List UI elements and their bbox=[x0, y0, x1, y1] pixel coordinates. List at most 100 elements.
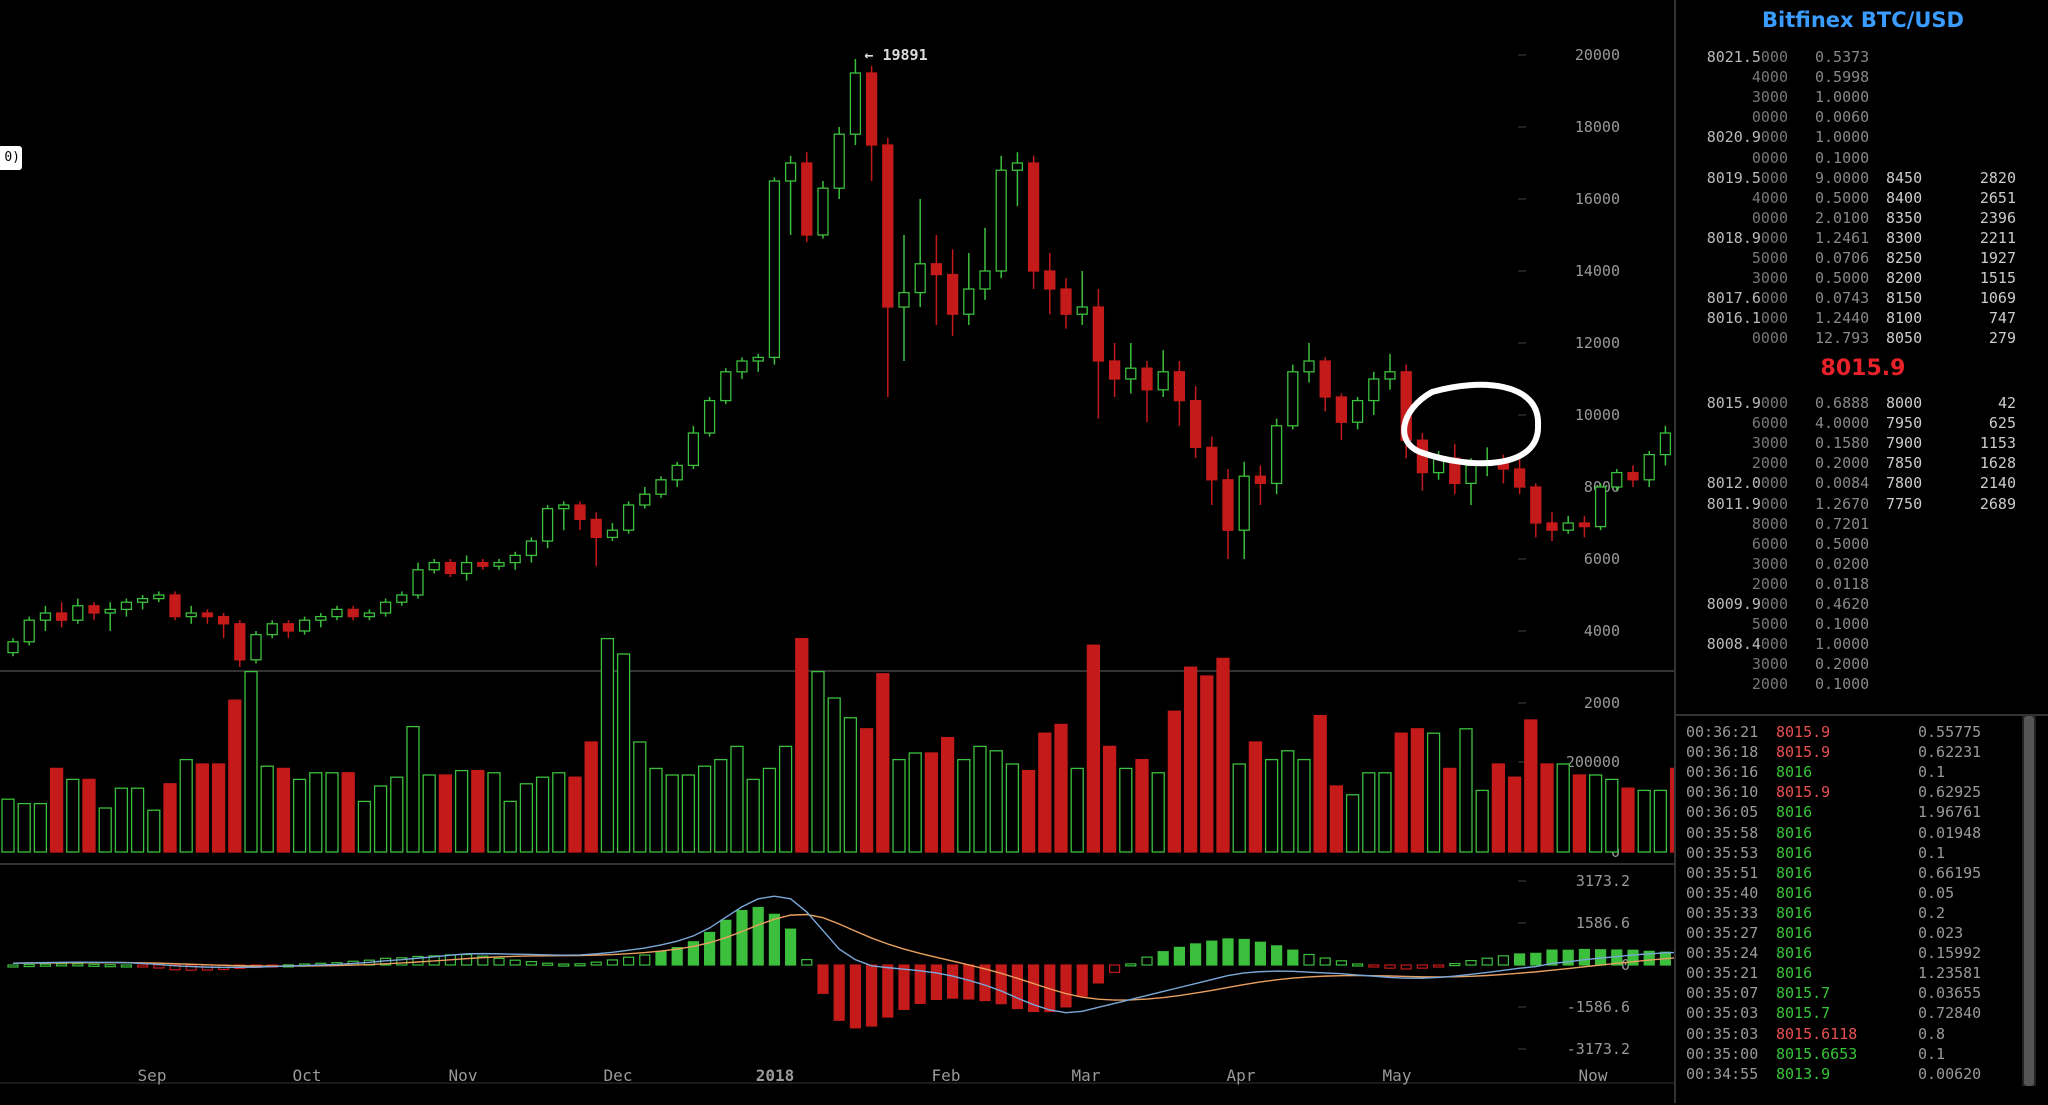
trades-scrollbar[interactable] bbox=[2022, 716, 2036, 1086]
bid-row[interactable]: 2000 0.2000 7850 1628 bbox=[1676, 453, 2048, 473]
trade-row[interactable]: 00:35:21 8016 1.23581 bbox=[1676, 963, 2036, 983]
price-suffix: 000 bbox=[1760, 309, 1788, 328]
trade-row[interactable]: 00:35:24 8016 0.15992 bbox=[1676, 943, 2036, 963]
candle-up bbox=[363, 612, 376, 618]
volume-bar-up bbox=[827, 697, 841, 853]
order-price: 3000 bbox=[1686, 433, 1788, 453]
bid-row[interactable]: 8009.9000 0.4620 bbox=[1676, 594, 2048, 614]
candle-up bbox=[963, 288, 975, 315]
ask-row[interactable]: 0000 12.793 8050 279 bbox=[1676, 328, 2048, 348]
trade-row[interactable]: 00:35:53 8016 0.1 bbox=[1676, 843, 2036, 863]
bid-row[interactable]: 3000 0.1580 7900 1153 bbox=[1676, 433, 2048, 453]
bid-row[interactable]: 3000 0.0200 bbox=[1676, 554, 2048, 574]
trade-row[interactable]: 00:35:03 8015.7 0.72840 bbox=[1676, 1003, 2036, 1023]
ask-row[interactable]: 8021.5000 0.5373 bbox=[1676, 47, 2048, 67]
ask-row[interactable]: 8020.9000 1.0000 bbox=[1676, 127, 2048, 147]
ask-row[interactable]: 3000 0.5000 8200 1515 bbox=[1676, 268, 2048, 288]
trade-row[interactable]: 00:36:16 8016 0.1 bbox=[1676, 762, 2036, 782]
trade-row[interactable]: 00:35:51 8016 0.66195 bbox=[1676, 863, 2036, 883]
trade-history[interactable]: 00:36:21 8015.9 0.55775 00:36:18 8015.9 0.622… bbox=[1676, 714, 2048, 1105]
macd-hist-up bbox=[1627, 949, 1639, 966]
macd-hist-up bbox=[752, 906, 764, 966]
volume-bar-up bbox=[114, 787, 129, 853]
macd-hist-up bbox=[1546, 949, 1558, 966]
candle-up bbox=[1076, 306, 1088, 315]
trade-time: 00:34:55 bbox=[1686, 1064, 1759, 1083]
bid-row[interactable]: 2000 0.0118 bbox=[1676, 574, 2048, 594]
order-amount: 12.793 bbox=[1815, 329, 1870, 348]
ask-row[interactable]: 0000 2.0100 8350 2396 bbox=[1676, 208, 2048, 228]
candle-up bbox=[298, 619, 311, 632]
volume-bar-down bbox=[438, 774, 453, 853]
ask-row[interactable]: 3000 1.0000 bbox=[1676, 87, 2048, 107]
trade-row[interactable]: 00:35:33 8016 0.2 bbox=[1676, 903, 2036, 923]
macd-tick-label: -1586.6 bbox=[1567, 998, 1630, 1016]
scrollbar-thumb[interactable] bbox=[2024, 716, 2034, 1086]
candle-down bbox=[1189, 399, 1202, 449]
ask-row[interactable]: 0000 0.0060 bbox=[1676, 107, 2048, 127]
trade-row[interactable]: 00:35:27 8016 0.023 bbox=[1676, 923, 2036, 943]
bid-row[interactable]: 5000 0.1000 bbox=[1676, 614, 2048, 634]
ask-row[interactable]: 8016.1000 1.2440 8100 747 bbox=[1676, 308, 2048, 328]
volume-bar-up bbox=[714, 758, 728, 853]
order-amount: 0.5000 bbox=[1815, 188, 1870, 207]
trade-price: 8016 bbox=[1776, 803, 1813, 822]
ask-row[interactable]: 0000 0.1000 bbox=[1676, 148, 2048, 168]
bid-row[interactable]: 8000 0.7201 bbox=[1676, 514, 2048, 534]
trade-row[interactable]: 00:36:10 8015.9 0.62925 bbox=[1676, 782, 2036, 802]
chart-area[interactable]: 2000018000160001400012000100008000600040… bbox=[0, 0, 1674, 1103]
depth-total: 2396 bbox=[1979, 208, 2016, 227]
trade-row[interactable]: 00:35:58 8016 0.01948 bbox=[1676, 823, 2036, 843]
macd-hist-up bbox=[104, 964, 116, 968]
bid-row[interactable]: 6000 0.5000 bbox=[1676, 534, 2048, 554]
trade-price: 8016 bbox=[1776, 763, 1813, 782]
order-price: 8020.9000 bbox=[1686, 127, 1788, 147]
order-amount: 2.0100 bbox=[1815, 208, 1870, 227]
ask-row[interactable]: 8017.6000 0.0743 8150 1069 bbox=[1676, 288, 2048, 308]
candle-up bbox=[331, 608, 343, 618]
bid-row[interactable]: 2000 0.1000 bbox=[1676, 674, 2048, 694]
ask-row[interactable]: 4000 0.5998 bbox=[1676, 67, 2048, 87]
trade-time: 00:36:05 bbox=[1686, 803, 1759, 822]
order-amount: 9.0000 bbox=[1815, 168, 1870, 187]
trade-time: 00:35:24 bbox=[1686, 944, 1759, 963]
volume-bar-up bbox=[697, 765, 712, 853]
trade-row[interactable]: 00:34:55 8013.9 0.00620 bbox=[1676, 1064, 2036, 1084]
macd-hist-down bbox=[1027, 964, 1040, 1013]
trade-time: 00:35:51 bbox=[1686, 863, 1759, 882]
trade-row[interactable]: 00:36:05 8016 1.96761 bbox=[1676, 802, 2036, 822]
ask-row[interactable]: 5000 0.0706 8250 1927 bbox=[1676, 248, 2048, 268]
candle-up bbox=[720, 371, 732, 402]
candle-down bbox=[1206, 446, 1218, 481]
bid-row[interactable]: 8008.4000 1.0000 bbox=[1676, 634, 2048, 654]
candle-up bbox=[1303, 360, 1315, 373]
trade-row[interactable]: 00:35:40 8016 0.05 bbox=[1676, 883, 2036, 903]
bid-row[interactable]: 6000 4.0000 7950 625 bbox=[1676, 413, 2048, 433]
trade-row[interactable]: 00:35:03 8015.6118 0.8 bbox=[1676, 1024, 2036, 1044]
bid-row[interactable]: 3000 0.2000 bbox=[1676, 654, 2048, 674]
price-suffix: 3000 bbox=[1751, 269, 1788, 288]
order-amount: 1.0000 bbox=[1815, 128, 1870, 147]
volume-bar-down bbox=[1410, 728, 1425, 853]
ask-row[interactable]: 8018.9000 1.2461 8300 2211 bbox=[1676, 228, 2048, 248]
trade-row[interactable]: 00:36:21 8015.9 0.55775 bbox=[1676, 722, 2036, 742]
candle-down bbox=[1060, 288, 1072, 315]
market-sidebar: Bitfinex BTC/USD 8021.5000 0.5373 4000 0.59… bbox=[1674, 0, 2048, 1103]
ask-row[interactable]: 4000 0.5000 8400 2651 bbox=[1676, 188, 2048, 208]
bid-row[interactable]: 8012.0000 0.0084 7800 2140 bbox=[1676, 473, 2048, 493]
bid-row[interactable]: 8011.9000 1.2670 7750 2689 bbox=[1676, 494, 2048, 514]
candle-up bbox=[493, 561, 505, 567]
macd-hist-up bbox=[574, 963, 586, 967]
bid-row[interactable]: 8015.9000 0.6888 8000 42 bbox=[1676, 393, 2048, 413]
trade-time: 00:35:27 bbox=[1686, 924, 1759, 942]
macd-hist-down bbox=[1076, 964, 1088, 997]
trade-row[interactable]: 00:35:07 8015.7 0.03655 bbox=[1676, 983, 2036, 1003]
order-amount: 1.0000 bbox=[1815, 88, 1870, 107]
trade-row[interactable]: 00:35:00 8015.6653 0.1 bbox=[1676, 1044, 2036, 1064]
trade-row[interactable]: 00:36:18 8015.9 0.62231 bbox=[1676, 742, 2036, 762]
volume-bar-up bbox=[1151, 772, 1165, 853]
price-chart[interactable]: 2000018000160001400012000100008000600040… bbox=[0, 0, 1674, 1103]
ask-row[interactable]: 8019.5000 9.0000 8450 2820 bbox=[1676, 168, 2048, 188]
macd-tick-label: 0 bbox=[1621, 956, 1630, 974]
depth-total: 2651 bbox=[1979, 188, 2016, 207]
